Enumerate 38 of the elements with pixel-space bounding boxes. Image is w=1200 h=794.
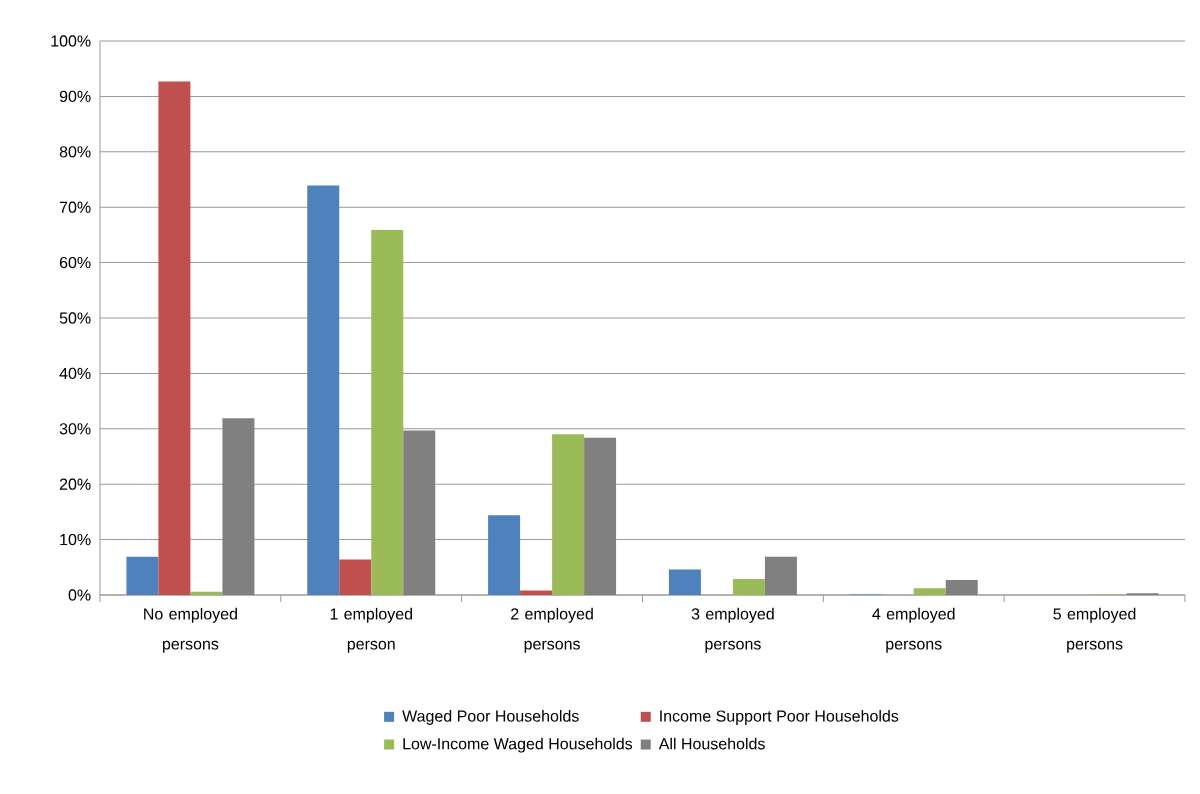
legend-label: Waged Poor Households: [402, 709, 579, 725]
x-tick-label: 4 employed persons: [872, 607, 955, 653]
bar: [732, 578, 765, 595]
y-tick-label: 90%: [59, 90, 91, 103]
legend-label: Income Support Poor Households: [660, 709, 899, 725]
y-tick-label: 80%: [59, 146, 91, 158]
bar: [520, 590, 553, 595]
legend-label: Low-Income Waged Households: [403, 737, 633, 753]
bar: [307, 185, 340, 595]
y-tick-label: 30%: [59, 423, 91, 435]
y-tick-label: 20%: [59, 478, 91, 490]
bar: [584, 437, 617, 595]
bar: [488, 515, 521, 595]
bar: [158, 81, 191, 595]
x-tick-label: 5 employed persons: [1053, 607, 1136, 653]
y-tick-label: 70%: [59, 201, 91, 213]
y-tick-label: 10%: [60, 533, 91, 546]
y-tick-label: 40%: [59, 367, 91, 380]
bar: [190, 591, 223, 595]
legend-label: All Households: [658, 737, 765, 750]
x-tick-label: 1 employed person: [330, 607, 413, 653]
bar: [403, 430, 436, 595]
x-tick-label: No employed persons: [144, 607, 237, 653]
x-tick-label: 2 employed persons: [511, 607, 593, 653]
bar: [945, 580, 978, 595]
y-tick-label: 100%: [51, 35, 91, 47]
bar: [222, 418, 255, 595]
bar: [371, 229, 404, 595]
bar: [913, 588, 946, 595]
y-tick-label: 50%: [59, 312, 91, 324]
bar: [552, 434, 585, 595]
bar: [764, 556, 797, 595]
bar: [668, 569, 701, 595]
y-tick-label: 0%: [68, 589, 91, 601]
y-tick-label: 60%: [59, 256, 91, 269]
x-tick-label: 3 employed persons: [691, 607, 774, 653]
bar: [126, 556, 159, 595]
bar: [339, 559, 372, 595]
